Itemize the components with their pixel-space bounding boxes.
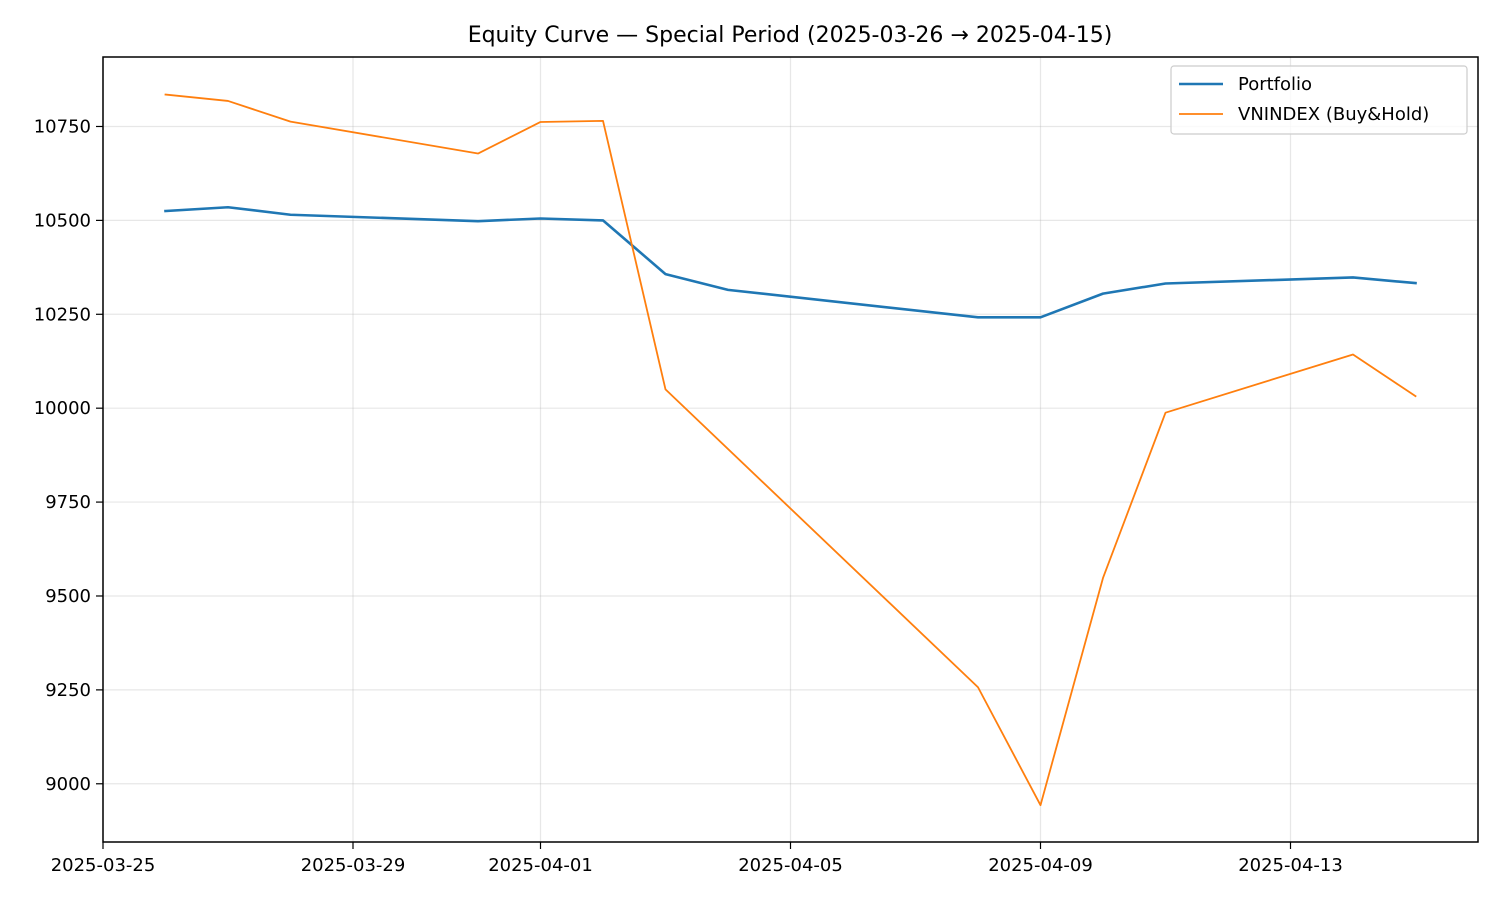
y-tick-label: 9750 (45, 492, 91, 513)
x-tick-label: 2025-04-09 (988, 855, 1093, 876)
legend-box (1170, 65, 1468, 135)
y-tick-label: 9000 (45, 774, 91, 795)
series-line-portfolio (164, 205, 1417, 319)
legend-label: VNINDEX (Buy&Hold) (1238, 104, 1429, 125)
x-tick-label: 2025-04-01 (488, 855, 593, 876)
y-tick-label: 10750 (34, 116, 91, 137)
y-tick-label: 10000 (34, 398, 91, 419)
x-tick-label: 2025-03-25 (51, 855, 156, 876)
series-line-vnindex (164, 93, 1417, 807)
legend: Portfolio VNINDEX (Buy&Hold) (1170, 65, 1468, 135)
chart-title: Equity Curve — Special Period (2025-03-2… (468, 23, 1113, 48)
y-tick-label: 9250 (45, 680, 91, 701)
legend-label: Portfolio (1238, 74, 1312, 95)
x-tick-label: 2025-04-13 (1238, 855, 1343, 876)
series-lines (164, 93, 1417, 807)
grid-lines (102, 57, 1478, 842)
axes: 2025-03-25 2025-03-29 2025-04-01 2025-04-05… (34, 116, 1343, 876)
y-tick-label: 10500 (34, 210, 91, 231)
y-tick-label: 9500 (45, 586, 91, 607)
y-tick-label: 10250 (34, 304, 91, 325)
x-tick-label: 2025-03-29 (301, 855, 406, 876)
x-tick-label: 2025-04-05 (738, 855, 843, 876)
